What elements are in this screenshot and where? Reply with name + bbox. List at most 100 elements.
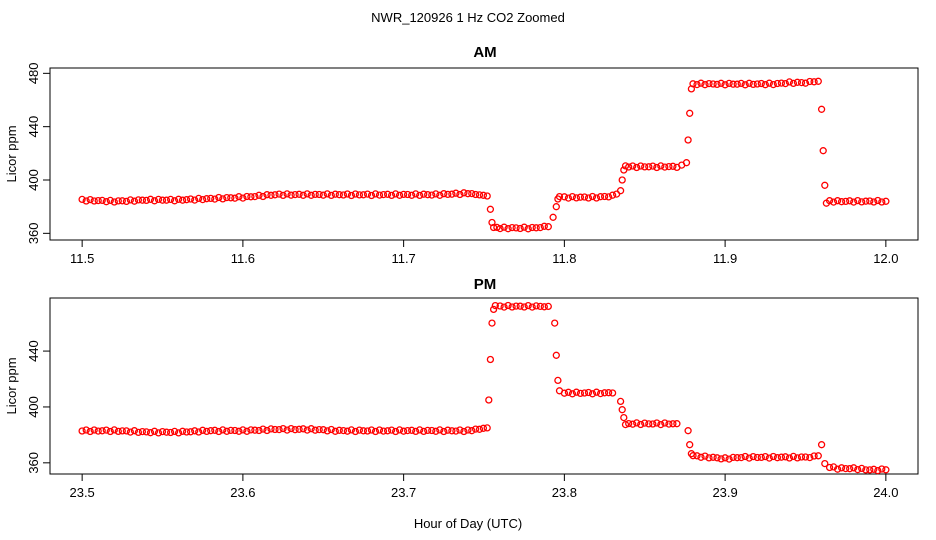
pm-data-point	[701, 452, 709, 460]
pm-data-point	[765, 454, 773, 462]
am-data-point	[833, 197, 842, 205]
pm-x-tick-label: 23.7	[391, 485, 416, 500]
pm-data-point	[486, 355, 495, 364]
am-data-point	[460, 189, 468, 197]
pm-data-point	[432, 427, 440, 435]
pm-data-point	[452, 427, 460, 435]
pm-data-point	[243, 427, 251, 435]
pm-data-point	[600, 389, 609, 397]
am-data-point	[837, 198, 846, 206]
am-data-point	[508, 223, 516, 232]
am-data-point	[154, 195, 163, 204]
pm-data-point	[343, 427, 352, 435]
pm-data-point	[331, 427, 339, 435]
am-x-tick-label: 11.6	[231, 251, 255, 266]
am-data-point	[114, 197, 122, 205]
am-data-point	[713, 80, 721, 89]
pm-data-point	[528, 303, 536, 311]
am-data-point	[584, 194, 593, 202]
am-data-point	[532, 224, 540, 232]
am-data-point	[689, 80, 697, 88]
am-data-point	[874, 196, 882, 205]
am-data-point	[428, 191, 436, 199]
am-y-tick-label: 440	[26, 116, 41, 138]
am-data-point	[814, 77, 822, 85]
am-data-point	[416, 191, 424, 200]
am-data-point	[271, 191, 279, 199]
am-data-point	[858, 198, 866, 206]
am-data-point	[243, 192, 251, 201]
pm-data-point	[158, 427, 167, 436]
am-y-tick-label: 400	[26, 169, 41, 191]
pm-points	[78, 301, 890, 475]
pm-y-axis-label: Licor ppm	[4, 357, 19, 414]
am-data-point	[819, 147, 827, 155]
pm-data-point	[781, 453, 790, 461]
am-data-point	[821, 181, 829, 189]
am-data-point	[440, 190, 448, 198]
pm-data-point	[186, 428, 195, 436]
pm-data-point	[641, 419, 649, 427]
am-data-point	[150, 197, 159, 205]
pm-data-point	[842, 464, 850, 473]
am-data-point	[564, 194, 573, 202]
pm-data-point	[166, 428, 175, 437]
pm-data-point	[588, 390, 597, 398]
am-data-point	[616, 187, 625, 195]
pm-data-point	[203, 427, 211, 436]
pm-data-point	[508, 303, 516, 311]
am-data-point	[486, 205, 495, 213]
pm-data-point	[753, 453, 761, 462]
pm-y-tick-label: 400	[26, 396, 41, 418]
pm-data-point	[456, 426, 464, 434]
pm-data-point	[424, 426, 432, 435]
pm-data-point	[637, 420, 645, 429]
x-axis-label: Hour of Day (UTC)	[414, 516, 522, 531]
pm-data-point	[307, 425, 315, 433]
am-data-point	[343, 190, 352, 198]
pm-data-point	[170, 427, 179, 436]
am-data-point	[580, 193, 589, 201]
am-data-point	[371, 190, 380, 198]
am-data-point	[211, 195, 219, 203]
am-data-point	[649, 162, 657, 170]
am-data-point	[199, 195, 207, 204]
pm-data-point	[267, 425, 275, 433]
pm-data-point	[737, 453, 745, 462]
am-data-point	[456, 190, 464, 199]
am-data-point	[195, 194, 203, 203]
pm-y-tick-label: 440	[26, 340, 41, 362]
pm-data-point	[347, 426, 356, 434]
pm-data-point	[311, 426, 319, 434]
pm-data-point	[520, 303, 528, 311]
pm-data-point	[580, 389, 589, 397]
am-data-point	[468, 189, 476, 198]
am-data-point	[729, 80, 737, 88]
am-y-tick-label: 360	[26, 222, 41, 244]
am-data-point	[604, 193, 613, 201]
pm-data-point	[78, 427, 86, 435]
pm-data-point	[291, 426, 299, 434]
pm-data-point	[825, 463, 834, 472]
am-points	[78, 77, 890, 233]
pm-data-point	[850, 464, 858, 472]
pm-data-point	[428, 426, 436, 435]
pm-data-point	[749, 452, 757, 461]
am-data-point	[705, 79, 713, 88]
am-data-point	[629, 162, 637, 170]
pm-data-point	[814, 452, 822, 460]
am-data-point	[596, 193, 605, 201]
pm-data-point	[412, 427, 420, 436]
pm-data-point	[375, 426, 384, 434]
pm-data-point	[227, 426, 235, 435]
am-data-point	[219, 195, 227, 203]
pm-data-point	[207, 427, 215, 435]
pm-data-point	[552, 351, 560, 359]
pm-data-point	[693, 452, 701, 460]
am-panel: AM 11.5 11.6 11.7 11.8 11.9 12.0360400440480 …	[4, 44, 919, 266]
pm-data-point	[684, 427, 692, 435]
pm-data-point	[488, 319, 496, 327]
am-x-tick-label: 11.8	[552, 251, 576, 266]
pm-data-point	[837, 464, 846, 472]
